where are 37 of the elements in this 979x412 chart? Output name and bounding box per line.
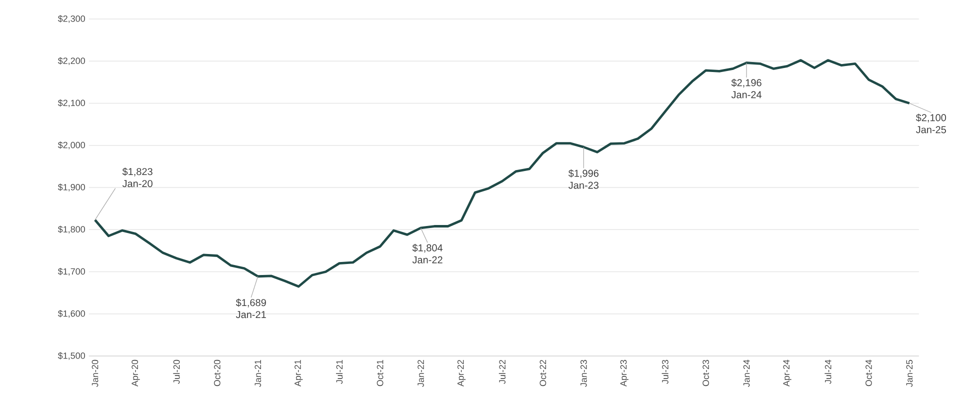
x-tick-label: Apr-20 [132, 360, 140, 387]
x-tick-label: Jul-20 [173, 360, 180, 384]
x-tick-label: Apr-21 [294, 360, 303, 387]
x-tick-label: Oct-23 [702, 360, 709, 386]
x-tick-label: Apr-23 [620, 360, 628, 387]
x-tick-label: Jan-22 [418, 360, 424, 387]
x-tick-label: Jul-24 [824, 360, 832, 384]
x-tick-label: Jan-25 [906, 360, 913, 387]
x-tick-label: Jan-23 [580, 360, 587, 387]
x-tick-label: Jul-22 [498, 360, 506, 384]
x-tick-label: Jul-21 [336, 360, 343, 384]
x-tick-label: Jan-24 [743, 360, 750, 387]
x-tick-label: Jan-20 [92, 360, 98, 387]
y-tick-label: $1,900 [58, 184, 86, 192]
annotation: $2,196 Jan-24 [731, 78, 762, 98]
annotation: $1,689 Jan-21 [236, 298, 266, 318]
x-tick-label: Apr-22 [457, 360, 466, 387]
annotation: $1,823 Jan-20 [122, 168, 152, 188]
annotation: $1,804 Jan-22 [412, 244, 443, 264]
y-tick-label: $2,300 [58, 15, 86, 23]
y-tick-label: $1,800 [58, 226, 86, 234]
x-tick-label: Oct-20 [214, 360, 220, 386]
annotation: $2,100 Jan-25 [916, 114, 946, 134]
y-tick-label: $2,200 [58, 57, 86, 66]
annotation: $1,996 Jan-23 [568, 169, 598, 189]
x-tick-label: Jan-21 [254, 360, 262, 387]
x-tick-label: Oct-24 [866, 360, 872, 386]
x-tick-label: Oct-22 [540, 360, 546, 386]
x-tick-label: Apr-24 [783, 360, 792, 387]
x-tick-label: Jul-23 [662, 360, 668, 384]
y-tick-label: $1,700 [58, 268, 86, 276]
x-tick-label: Oct-21 [376, 360, 384, 386]
y-tick-label: $2,000 [58, 141, 86, 150]
y-tick-label: $2,100 [58, 99, 86, 108]
y-tick-label: $1,600 [58, 310, 86, 318]
y-tick-label: $1,500 [58, 352, 86, 360]
line-series [94, 59, 911, 288]
